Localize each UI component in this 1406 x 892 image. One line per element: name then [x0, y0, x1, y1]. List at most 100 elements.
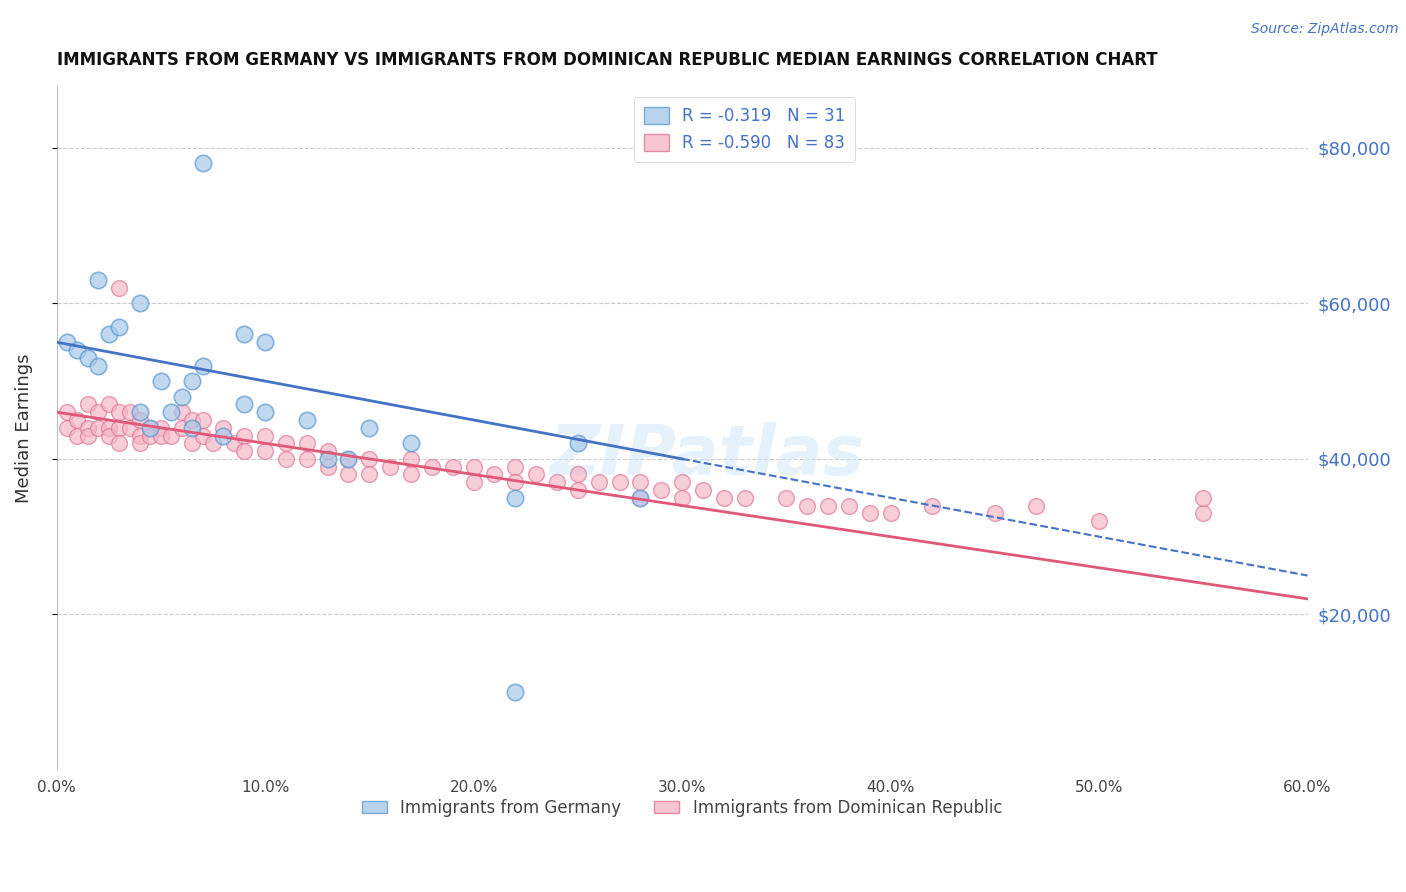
- Point: [337, 467, 360, 482]
- Point: [77, 397, 100, 411]
- Y-axis label: Median Earnings: Median Earnings: [15, 353, 32, 502]
- Point: [56, 405, 79, 419]
- Point: [546, 475, 568, 490]
- Point: [108, 319, 131, 334]
- Point: [484, 467, 506, 482]
- Point: [181, 436, 204, 450]
- Point: [77, 428, 100, 442]
- Point: [441, 459, 464, 474]
- Point: [1192, 506, 1215, 520]
- Point: [108, 405, 131, 419]
- Text: IMMIGRANTS FROM GERMANY VS IMMIGRANTS FROM DOMINICAN REPUBLIC MEDIAN EARNINGS CO: IMMIGRANTS FROM GERMANY VS IMMIGRANTS FR…: [56, 51, 1157, 69]
- Point: [118, 421, 141, 435]
- Point: [254, 335, 277, 350]
- Point: [859, 506, 882, 520]
- Point: [139, 428, 162, 442]
- Text: Source: ZipAtlas.com: Source: ZipAtlas.com: [1251, 22, 1399, 37]
- Point: [316, 444, 339, 458]
- Point: [87, 273, 110, 287]
- Point: [129, 296, 152, 310]
- Point: [879, 506, 901, 520]
- Point: [139, 421, 162, 435]
- Point: [796, 499, 818, 513]
- Point: [77, 421, 100, 435]
- Point: [222, 436, 245, 450]
- Point: [567, 467, 589, 482]
- Point: [359, 421, 381, 435]
- Point: [97, 327, 120, 342]
- Point: [160, 428, 183, 442]
- Point: [108, 436, 131, 450]
- Point: [628, 475, 651, 490]
- Point: [108, 281, 131, 295]
- Point: [87, 359, 110, 373]
- Point: [588, 475, 610, 490]
- Point: [984, 506, 1007, 520]
- Point: [233, 397, 256, 411]
- Point: [139, 421, 162, 435]
- Point: [1192, 491, 1215, 505]
- Point: [108, 421, 131, 435]
- Point: [567, 436, 589, 450]
- Point: [233, 428, 256, 442]
- Point: [170, 405, 193, 419]
- Point: [191, 156, 214, 170]
- Point: [191, 359, 214, 373]
- Point: [254, 444, 277, 458]
- Point: [380, 459, 402, 474]
- Point: [77, 351, 100, 365]
- Point: [399, 467, 422, 482]
- Point: [316, 451, 339, 466]
- Point: [97, 397, 120, 411]
- Point: [118, 405, 141, 419]
- Point: [201, 436, 224, 450]
- Point: [274, 436, 297, 450]
- Point: [359, 451, 381, 466]
- Point: [609, 475, 631, 490]
- Point: [129, 413, 152, 427]
- Point: [170, 390, 193, 404]
- Text: ZIPatlas: ZIPatlas: [550, 422, 865, 489]
- Point: [233, 444, 256, 458]
- Point: [503, 685, 526, 699]
- Point: [316, 459, 339, 474]
- Point: [921, 499, 943, 513]
- Point: [295, 436, 318, 450]
- Point: [734, 491, 756, 505]
- Legend: Immigrants from Germany, Immigrants from Dominican Republic: Immigrants from Germany, Immigrants from…: [356, 792, 1010, 823]
- Point: [181, 421, 204, 435]
- Point: [97, 428, 120, 442]
- Point: [650, 483, 672, 497]
- Point: [399, 451, 422, 466]
- Point: [399, 436, 422, 450]
- Point: [87, 421, 110, 435]
- Point: [160, 405, 183, 419]
- Point: [191, 413, 214, 427]
- Point: [212, 421, 235, 435]
- Point: [181, 413, 204, 427]
- Point: [56, 421, 79, 435]
- Point: [359, 467, 381, 482]
- Point: [149, 428, 172, 442]
- Point: [295, 451, 318, 466]
- Point: [692, 483, 714, 497]
- Point: [66, 413, 89, 427]
- Point: [233, 327, 256, 342]
- Point: [87, 405, 110, 419]
- Point: [503, 475, 526, 490]
- Point: [170, 421, 193, 435]
- Point: [1025, 499, 1047, 513]
- Point: [775, 491, 797, 505]
- Point: [295, 413, 318, 427]
- Point: [1088, 514, 1111, 528]
- Point: [838, 499, 860, 513]
- Point: [56, 335, 79, 350]
- Point: [181, 374, 204, 388]
- Point: [503, 459, 526, 474]
- Point: [254, 405, 277, 419]
- Point: [567, 483, 589, 497]
- Point: [503, 491, 526, 505]
- Point: [463, 475, 485, 490]
- Point: [628, 491, 651, 505]
- Point: [191, 428, 214, 442]
